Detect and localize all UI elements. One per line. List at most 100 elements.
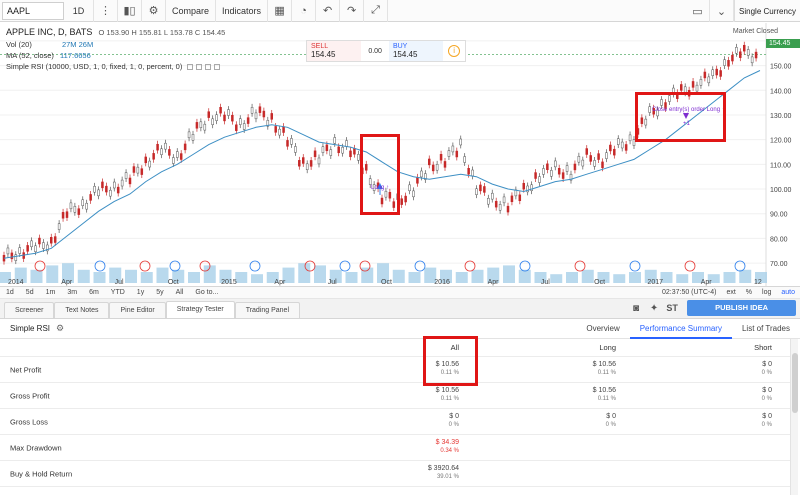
more-icon[interactable]: ⋮	[94, 0, 118, 22]
price-candle-body	[325, 144, 329, 152]
camera-icon[interactable]: ⌄	[710, 0, 734, 22]
range-1m[interactable]: 1m	[45, 289, 56, 296]
goto-date-button[interactable]: Go to...	[195, 289, 219, 296]
price-candle-body	[557, 168, 561, 175]
tab-trading-panel[interactable]: Trading Panel	[234, 302, 301, 318]
undo-icon[interactable]: ↶	[316, 0, 341, 22]
range-5y[interactable]: 5y	[156, 289, 164, 296]
volume-bar	[707, 274, 720, 283]
tab-screener[interactable]: Screener	[4, 302, 55, 318]
volume-bar	[188, 272, 200, 283]
range-1y[interactable]: 1y	[136, 289, 145, 296]
range-5d[interactable]: 5d	[25, 289, 34, 296]
volume-bar	[156, 267, 169, 283]
range-6m[interactable]: 6m	[89, 289, 99, 296]
legend-eye-icon[interactable]	[187, 64, 194, 71]
symbol-input[interactable]: AAPL	[2, 1, 64, 20]
range-3m[interactable]: 3m	[67, 289, 78, 296]
x-tick-label: 2015	[221, 279, 237, 286]
stocktwits-icon[interactable]: ST	[666, 303, 678, 313]
chart-area[interactable]: 160.00150.00140.00130.00120.00110.00100.…	[0, 23, 800, 286]
price-candle-body	[530, 184, 533, 191]
price-candle-body	[668, 95, 671, 102]
price-candle-body	[89, 194, 92, 201]
price-candle-body	[274, 126, 277, 133]
last-price-tag: 154.45	[766, 39, 800, 48]
trade-widget: SELL 154.45 0.00 BUY 154.45 i	[306, 40, 466, 62]
price-candle-body	[309, 160, 313, 167]
buy-button[interactable]: BUY 154.45	[388, 41, 444, 61]
price-candle-body	[85, 202, 88, 210]
price-candle-body	[183, 143, 187, 151]
range-all[interactable]: All	[175, 289, 184, 296]
price-candle-body	[227, 109, 230, 116]
currency-button[interactable]: Single Currency	[734, 0, 800, 22]
price-candle-body	[266, 120, 270, 127]
price-tick-label: 120.00	[770, 138, 792, 145]
tester-scrollbar[interactable]	[790, 339, 798, 495]
price-candle-body	[605, 152, 608, 159]
range-ytd[interactable]: YTD	[110, 289, 125, 296]
price-chart[interactable]: 160.00150.00140.00130.00120.00110.00100.…	[0, 23, 800, 286]
price-candle-body	[384, 190, 388, 198]
price-candle-body	[479, 184, 482, 192]
view-overview[interactable]: Overview	[586, 323, 620, 333]
legend-more-icon[interactable]	[214, 64, 221, 71]
twitter-icon[interactable]: ✦	[649, 302, 659, 314]
info-icon[interactable]: i	[443, 41, 465, 61]
candles-icon[interactable]: ▮▯	[118, 0, 142, 22]
cell-all: $ 34.39 0.34 %	[379, 438, 459, 456]
scrollbar-thumb[interactable]	[792, 353, 798, 413]
price-candle-body	[711, 69, 714, 76]
compare-button[interactable]: Compare	[166, 0, 217, 22]
gear-icon[interactable]: ⚙	[142, 0, 166, 22]
interval-select[interactable]: 1D	[64, 0, 94, 22]
row-label: Net Profit	[10, 365, 42, 374]
view-list-of-trades[interactable]: List of Trades	[741, 323, 790, 333]
trade-marker-circle	[139, 260, 151, 272]
legend-close-icon[interactable]	[205, 64, 212, 71]
price-candle-body	[613, 148, 616, 156]
indicators-button[interactable]: Indicators	[216, 0, 269, 22]
trade-marker-circle	[684, 260, 696, 272]
volume-bar	[566, 272, 578, 283]
price-tick-label: 80.00	[770, 236, 788, 243]
cell-value: $ 0	[762, 361, 772, 368]
layout-icon[interactable]: ▭	[686, 0, 710, 22]
log-toggle[interactable]: log	[762, 289, 772, 296]
price-candle-body	[502, 196, 506, 204]
legend-settings-icon[interactable]	[196, 64, 203, 71]
camera-icon[interactable]: ◙	[633, 302, 640, 314]
auto-toggle[interactable]: auto	[781, 289, 795, 296]
volume-bar	[503, 265, 515, 283]
sell-button[interactable]: SELL 154.45	[307, 41, 362, 61]
strategy-settings-icon[interactable]: ⚙	[56, 323, 65, 333]
price-candle-body	[164, 142, 167, 150]
price-candle-body	[660, 99, 663, 106]
redo-icon[interactable]: ↷	[340, 0, 365, 22]
tab-pine-editor[interactable]: Pine Editor	[109, 302, 166, 318]
price-candle-body	[105, 185, 108, 193]
view-performance-summary[interactable]: Performance Summary	[629, 319, 732, 339]
trade-marker-circle	[734, 260, 746, 272]
templates-icon[interactable]: ▦	[268, 0, 293, 22]
price-candle-body	[632, 139, 636, 146]
fullscreen-icon[interactable]: ⤢	[364, 0, 389, 22]
price-candle-body	[494, 200, 498, 208]
range-1d[interactable]: 1d	[6, 289, 14, 296]
price-candle-body	[294, 146, 297, 153]
percent-toggle[interactable]: %	[745, 289, 753, 296]
ext-toggle[interactable]: ext	[726, 289, 736, 296]
tab-strategy-tester[interactable]: Strategy Tester	[165, 301, 235, 318]
price-candle-body	[254, 112, 258, 120]
tab-text-notes[interactable]: Text Notes	[54, 302, 110, 318]
price-candle-body	[144, 156, 147, 164]
alert-icon[interactable]: ◔	[292, 0, 317, 22]
price-candle-body	[506, 205, 510, 213]
trade-marker-circle	[519, 260, 531, 272]
price-candle-body	[439, 154, 443, 161]
publish-idea-button[interactable]: PUBLISH IDEA	[687, 300, 796, 316]
volume-bar	[62, 263, 74, 283]
volume-bar	[203, 265, 216, 283]
